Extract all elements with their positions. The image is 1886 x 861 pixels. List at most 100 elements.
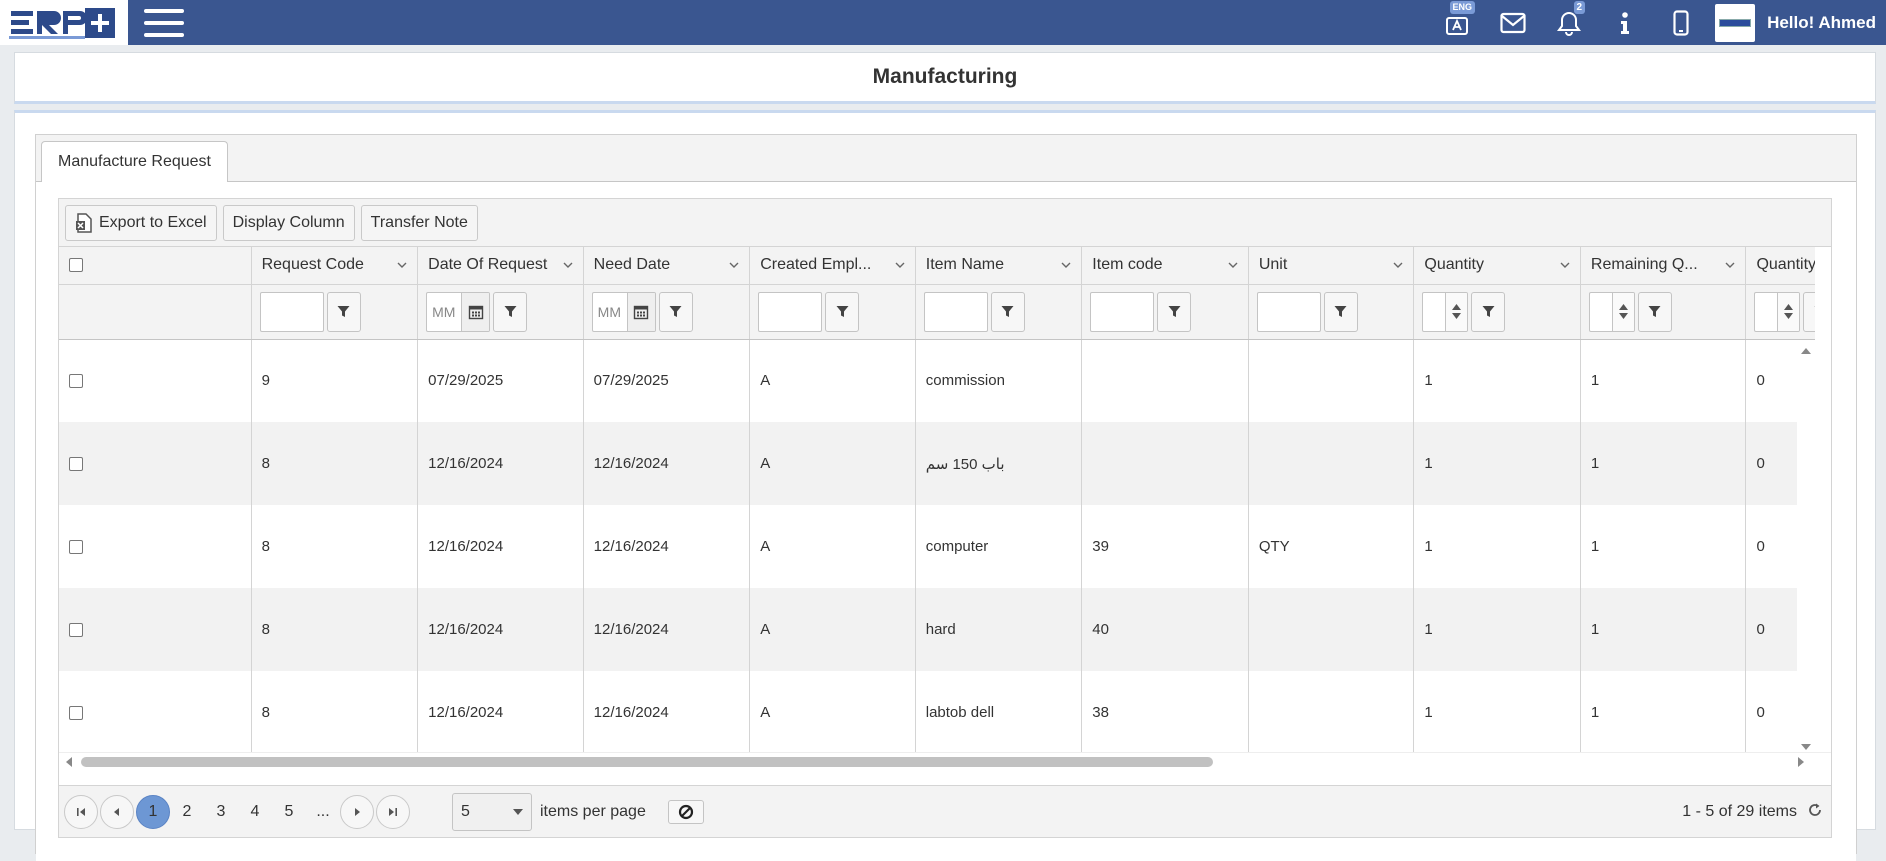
- remaining-quantity-cell: 1: [1580, 505, 1747, 588]
- filter-icon: [836, 306, 849, 317]
- column-header-date-of-request[interactable]: Date Of Request: [417, 247, 584, 285]
- first-page-button[interactable]: [64, 794, 98, 829]
- export-to-excel-button[interactable]: Export to Excel: [65, 204, 217, 241]
- select-all-checkbox[interactable]: [69, 258, 83, 273]
- table-row[interactable]: 8 12/16/2024 12/16/2024 A باب 150 سم 1 1…: [59, 422, 1815, 505]
- calendar-icon[interactable]: [626, 292, 655, 331]
- hamburger-line: [144, 32, 184, 37]
- column-header-need-date[interactable]: Need Date: [583, 247, 751, 285]
- calendar-icon[interactable]: [461, 292, 490, 331]
- table-row[interactable]: 8 12/16/2024 12/16/2024 A hard 40 1 1 0: [59, 588, 1815, 671]
- quantity-implemented-filter-input[interactable]: [1754, 291, 1801, 332]
- stepper-icon[interactable]: [1445, 292, 1468, 331]
- item-name-cell: باب 150 سم: [915, 422, 1083, 505]
- request-code-cell: 8: [251, 588, 419, 671]
- filter-cell-quantity-implemented: [1745, 284, 1815, 340]
- column-header-request-code[interactable]: Request Code: [251, 247, 419, 285]
- created-employee-filter-input[interactable]: [758, 291, 823, 332]
- page-size-select[interactable]: 5: [452, 792, 532, 831]
- need-date-filter-button[interactable]: [658, 291, 693, 332]
- item-code-cell: 39: [1081, 505, 1249, 588]
- avatar[interactable]: [1715, 3, 1756, 42]
- filter-icon: [1648, 306, 1661, 317]
- page-1[interactable]: 1: [136, 794, 170, 829]
- column-header-item-name[interactable]: Item Name: [915, 247, 1083, 285]
- row-checkbox[interactable]: [69, 706, 83, 721]
- column-header-quantity-implemented[interactable]: Quantity Impl: [1745, 247, 1815, 285]
- mobile-button[interactable]: [1653, 0, 1709, 45]
- items-per-page-label: items per page: [540, 802, 646, 820]
- scroll-down-icon[interactable]: [1797, 741, 1815, 752]
- row-checkbox[interactable]: [69, 623, 83, 638]
- need-date-cell: 07/29/2025: [583, 339, 751, 422]
- quantity-filter-input[interactable]: [1422, 291, 1469, 332]
- clear-filters-button[interactable]: [667, 799, 704, 824]
- tab-manufacture-request[interactable]: Manufacture Request: [41, 141, 228, 182]
- erp-logo[interactable]: [0, 0, 128, 45]
- row-checkbox[interactable]: [69, 374, 83, 389]
- page-ellipsis[interactable]: ...: [316, 802, 330, 820]
- quantity-filter-button[interactable]: [1471, 291, 1506, 332]
- page-2[interactable]: 2: [182, 802, 192, 820]
- scroll-up-icon[interactable]: [1797, 345, 1815, 357]
- table-row[interactable]: 8 12/16/2024 12/16/2024 A computer 39 QT…: [59, 505, 1815, 588]
- item-code-filter-button[interactable]: [1157, 291, 1192, 332]
- stepper-icon[interactable]: [1611, 292, 1634, 331]
- quantity-implemented-filter-button[interactable]: [1803, 291, 1815, 332]
- menu-toggle-button[interactable]: [144, 5, 184, 41]
- row-checkbox[interactable]: [69, 540, 83, 555]
- refresh-icon[interactable]: [1807, 802, 1823, 818]
- date-of-request-filter-button[interactable]: [493, 291, 528, 332]
- stepper-icon[interactable]: [1777, 292, 1800, 331]
- column-header-created-employee[interactable]: Created Empl...: [749, 247, 916, 285]
- item-code-filter-input[interactable]: [1090, 291, 1155, 332]
- header-row: Request Code Date Of Request Need Date C…: [59, 247, 1815, 285]
- hamburger-line: [144, 8, 184, 13]
- next-page-button[interactable]: [340, 794, 374, 829]
- request-code-filter-input[interactable]: [259, 291, 324, 332]
- item-code-cell: [1081, 339, 1249, 422]
- horizontal-scroll-thumb[interactable]: [81, 757, 1213, 767]
- chevron-down-icon: [729, 262, 739, 268]
- column-header-remaining-quantity[interactable]: Remaining Q...: [1580, 247, 1747, 285]
- unit-filter-input[interactable]: [1256, 291, 1321, 332]
- display-column-button[interactable]: Display Column: [222, 204, 355, 241]
- language-button[interactable]: ENG: [1429, 0, 1485, 45]
- messages-button[interactable]: [1485, 0, 1541, 45]
- need-date-filter-input[interactable]: MM: [591, 291, 656, 332]
- transfer-note-button[interactable]: Transfer Note: [360, 204, 478, 241]
- horizontal-scrollbar[interactable]: [59, 752, 1831, 770]
- column-header-quantity[interactable]: Quantity: [1413, 247, 1581, 285]
- column-header-item-code[interactable]: Item code: [1081, 247, 1249, 285]
- request-code-filter-button[interactable]: [326, 291, 361, 332]
- remaining-quantity-cell: 1: [1580, 422, 1747, 505]
- scroll-left-icon[interactable]: [63, 753, 75, 771]
- page-5[interactable]: 5: [284, 802, 294, 820]
- page-title: Manufacturing: [872, 65, 1018, 88]
- scroll-right-icon[interactable]: [1795, 753, 1807, 771]
- table-row[interactable]: 8 12/16/2024 12/16/2024 A labtob dell 38…: [59, 671, 1815, 752]
- page-4[interactable]: 4: [250, 802, 260, 820]
- item-name-filter-input[interactable]: [923, 291, 988, 332]
- page-size-value: 5: [461, 802, 470, 820]
- table-row[interactable]: 9 07/29/2025 07/29/2025 A commission 1 1…: [59, 339, 1815, 422]
- created-employee-filter-button[interactable]: [825, 291, 860, 332]
- last-page-icon: [389, 807, 397, 816]
- user-greeting[interactable]: Hello! Ahmed: [1767, 12, 1876, 32]
- row-checkbox[interactable]: [69, 457, 83, 472]
- page-3[interactable]: 3: [216, 802, 226, 820]
- last-page-button[interactable]: [376, 794, 410, 829]
- previous-page-button[interactable]: [100, 794, 134, 829]
- remaining-quantity-filter-input[interactable]: [1588, 291, 1635, 332]
- unit-cell: [1248, 588, 1415, 671]
- vertical-scrollbar[interactable]: [1797, 343, 1815, 752]
- column-header-unit[interactable]: Unit: [1248, 247, 1415, 285]
- unit-filter-button[interactable]: [1323, 291, 1358, 332]
- chevron-down-icon: [895, 262, 905, 268]
- filter-cell-remaining-quantity: [1580, 284, 1747, 340]
- remaining-quantity-filter-button[interactable]: [1637, 291, 1672, 332]
- info-button[interactable]: [1597, 0, 1653, 45]
- date-of-request-filter-input[interactable]: MM: [426, 291, 491, 332]
- item-name-filter-button[interactable]: [990, 291, 1025, 332]
- notifications-button[interactable]: 2: [1541, 0, 1597, 45]
